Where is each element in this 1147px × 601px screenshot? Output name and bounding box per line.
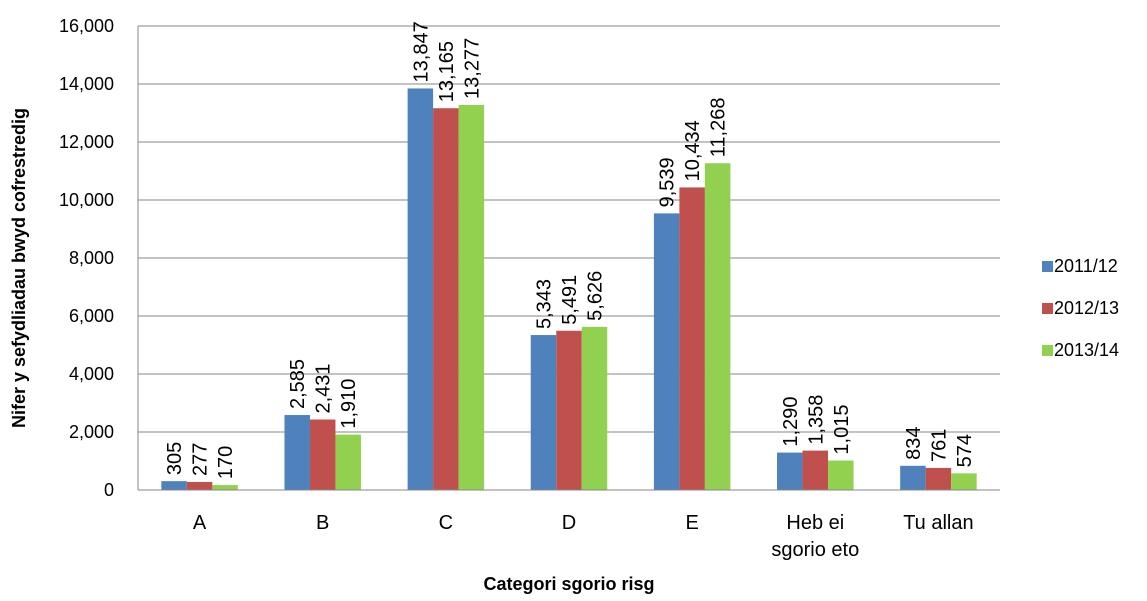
bar (161, 481, 187, 490)
data-label: 10,434 (682, 120, 704, 181)
bar (186, 481, 213, 490)
bar (212, 485, 238, 490)
legend-label: 2013/14 (1054, 340, 1119, 360)
bar (556, 330, 582, 490)
x-axis-title: Categori sgorio risg (483, 574, 654, 594)
bar (900, 465, 926, 490)
y-tick-label: 2,000 (69, 422, 114, 442)
legend-swatch (1042, 345, 1053, 356)
y-tick-label: 8,000 (69, 248, 114, 268)
bar (704, 163, 731, 490)
x-category-label: Heb ei sgorio eto (771, 512, 859, 561)
legend-swatch (1042, 303, 1053, 314)
bar (777, 452, 803, 490)
data-label: 2,585 (287, 359, 309, 409)
y-tick-label: 14,000 (59, 74, 114, 94)
data-label: 1,910 (338, 379, 360, 429)
data-label: 9,539 (657, 157, 679, 207)
legend: 2011/12 2012/13 2013/14 (1042, 256, 1119, 360)
data-label: 5,343 (534, 279, 556, 329)
y-tick-label: 4,000 (69, 364, 114, 384)
bar (653, 213, 680, 490)
x-category-label-line: C (439, 512, 453, 534)
data-label: 277 (190, 443, 212, 476)
bar (951, 473, 977, 490)
data-label: 1,358 (805, 395, 827, 445)
x-category-label: E (685, 512, 698, 534)
bar (925, 467, 952, 490)
data-label: 13,277 (461, 38, 483, 99)
data-label: 5,491 (559, 275, 581, 325)
x-category-label-line: D (562, 512, 576, 534)
y-tick-label: 12,000 (59, 132, 114, 152)
x-category-label: D (562, 512, 576, 534)
legend-label: 2011/12 (1054, 256, 1118, 276)
x-axis-categories: A B C D E Heb ei sgorio eto Tu allan (193, 512, 974, 561)
bar (407, 88, 434, 490)
data-label: 1,015 (831, 405, 853, 455)
x-category-label: Tu allan (903, 512, 973, 534)
y-tick-label: 10,000 (59, 190, 114, 210)
data-label: 305 (164, 442, 186, 475)
y-tick-label: 16,000 (59, 16, 114, 36)
x-category-label-line: E (685, 512, 698, 534)
bar (433, 108, 459, 490)
data-label: 761 (928, 429, 950, 462)
y-tick-label: 6,000 (69, 306, 114, 326)
data-label: 2,431 (313, 363, 335, 413)
bar (581, 326, 608, 490)
data-labels: 305 277 170 2,585 2,431 1,910 13,847 13,165 13,2… (164, 21, 976, 479)
bar (828, 460, 854, 490)
x-category-label-line: A (193, 512, 207, 534)
x-category-label: A (193, 512, 207, 534)
gridlines (137, 25, 1000, 490)
data-label: 5,626 (585, 271, 607, 321)
data-label: 834 (903, 426, 925, 459)
data-label: 13,165 (436, 41, 458, 102)
x-category-label-line: sgorio eto (771, 539, 859, 561)
x-category-label-line: B (316, 512, 329, 534)
legend-label: 2012/13 (1054, 298, 1119, 318)
y-axis-ticks: 0 2,000 4,000 6,000 8,000 10,000 12,000 14,000 1… (59, 16, 114, 500)
bars (161, 88, 977, 490)
y-axis-title: Nifer y sefydliadau bwyd cofrestredig (9, 108, 29, 428)
legend-swatch (1042, 261, 1053, 272)
y-tick-label: 0 (104, 480, 114, 500)
bar (335, 434, 361, 490)
bar (458, 104, 485, 490)
data-label: 13,847 (410, 21, 432, 82)
data-label: 170 (215, 446, 237, 479)
bar (284, 415, 310, 490)
x-category-label: C (439, 512, 453, 534)
data-label: 11,268 (708, 98, 730, 158)
bar (309, 419, 336, 490)
bar (802, 450, 829, 490)
bar (679, 187, 705, 490)
x-category-label-line: Heb ei (786, 512, 844, 534)
data-label: 1,290 (780, 397, 802, 447)
data-label: 574 (954, 434, 976, 467)
bar (530, 335, 557, 490)
x-category-label: B (316, 512, 329, 534)
x-category-label-line: Tu allan (903, 512, 973, 534)
